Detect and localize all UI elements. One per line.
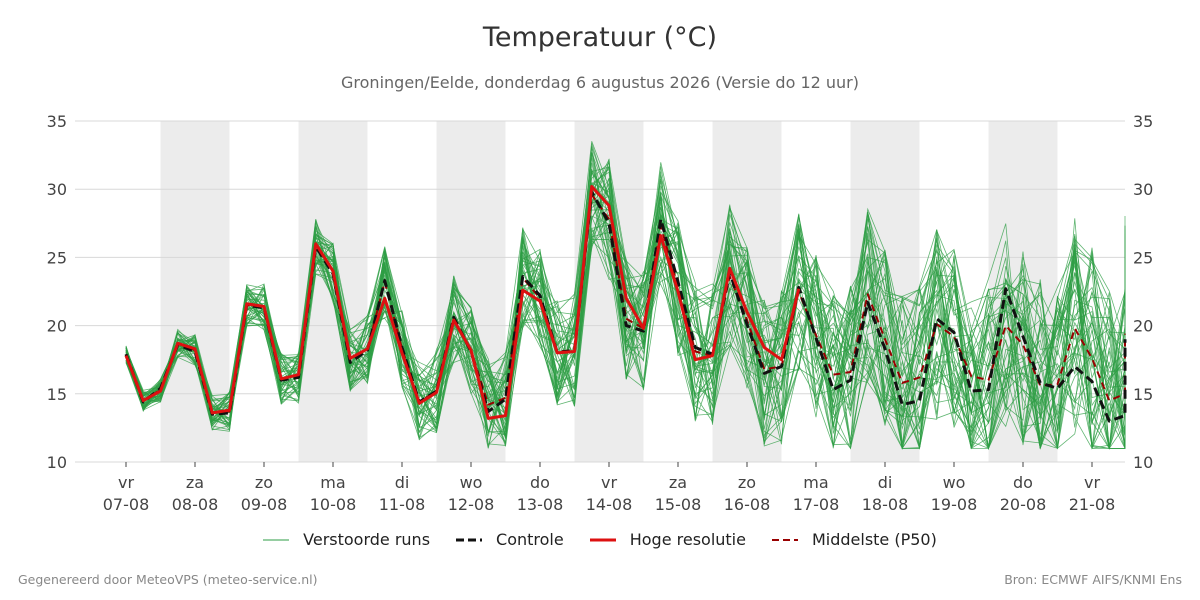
footer-source: Bron: ECMWF AIFS/KNMI Ens xyxy=(1004,572,1182,587)
y-tick-label-right: 25 xyxy=(1133,248,1153,267)
y-tick-label-right: 20 xyxy=(1133,317,1153,336)
x-tick-date: 19-08 xyxy=(931,495,978,514)
y-tick-label-left: 15 xyxy=(47,385,67,404)
x-tick-day: za xyxy=(186,473,204,492)
legend-item-hires[interactable]: Hoge resolutie xyxy=(589,530,746,549)
ensemble-member-line xyxy=(125,152,1126,450)
legend-label-hires: Hoge resolutie xyxy=(629,530,746,549)
ensemble-member-line xyxy=(125,201,1126,449)
x-tick-date: 20-08 xyxy=(1000,495,1047,514)
chart-subtitle: Groningen/Eelde, donderdag 6 augustus 20… xyxy=(341,73,859,92)
x-tick-date: 13-08 xyxy=(517,495,564,514)
ensemble-member-line xyxy=(125,182,1126,445)
x-tick-day: vr xyxy=(601,473,617,492)
x-tick-day: wo xyxy=(943,473,966,492)
legend: Verstoorde runs Controle Hoge resolutie … xyxy=(0,530,1200,549)
x-tick-date: 10-08 xyxy=(310,495,357,514)
x-tick-date: 09-08 xyxy=(241,495,288,514)
y-tick-label-left: 10 xyxy=(47,453,67,472)
x-tick-date: 18-08 xyxy=(862,495,909,514)
legend-swatch-hires xyxy=(589,538,616,541)
x-tick-day: vr xyxy=(118,473,134,492)
x-axis: vr 07-08 za 08-08 zo 09-08 ma 10-08 di 11-08 wo 12-… xyxy=(103,462,1116,514)
x-tick-date: 21-08 xyxy=(1069,495,1116,514)
legend-label-median: Middelste (P50) xyxy=(811,530,937,549)
x-tick-day: zo xyxy=(255,473,273,492)
x-tick-day: di xyxy=(395,473,410,492)
y-axis: 10 10 15 15 20 20 25 25 30 30 35 35 xyxy=(47,112,1154,472)
x-tick-day: wo xyxy=(460,473,483,492)
ensemble-member-line xyxy=(125,152,1126,436)
y-tick-label-right: 15 xyxy=(1133,385,1153,404)
control-line xyxy=(124,190,1127,423)
x-tick-date: 11-08 xyxy=(379,495,426,514)
legend-label-control: Controle xyxy=(496,530,564,549)
legend-item-median[interactable]: Middelste (P50) xyxy=(771,530,937,549)
footer-generator: Gegenereerd door MeteoVPS (meteo-service… xyxy=(18,572,318,587)
x-tick-date: 16-08 xyxy=(724,495,771,514)
ensemble-member-line xyxy=(125,223,1126,449)
x-tick-day: di xyxy=(878,473,893,492)
x-tick-date: 14-08 xyxy=(586,495,633,514)
x-tick-date: 17-08 xyxy=(793,495,840,514)
legend-item-control[interactable]: Controle xyxy=(456,530,564,549)
ensemble-member-line xyxy=(125,224,1126,450)
ensemble-member-line xyxy=(125,177,1126,449)
hires-line xyxy=(124,184,801,420)
ensemble-members xyxy=(125,141,1126,450)
legend-swatch-members xyxy=(263,539,290,540)
x-tick-date: 07-08 xyxy=(103,495,150,514)
weekday-bands xyxy=(160,121,1058,462)
x-tick-day: ma xyxy=(803,473,828,492)
ensemble-member-line xyxy=(125,171,1126,450)
ensemble-member-line xyxy=(125,212,1126,450)
y-tick-label-right: 30 xyxy=(1133,180,1153,199)
y-tick-label-right: 10 xyxy=(1133,453,1153,472)
legend-label-members: Verstoorde runs xyxy=(303,530,431,549)
y-tick-label-left: 25 xyxy=(47,248,67,267)
y-tick-label-right: 35 xyxy=(1133,112,1153,131)
chart-title: Temperatuur (°C) xyxy=(482,22,718,53)
x-tick-date: 15-08 xyxy=(655,495,702,514)
x-tick-day: zo xyxy=(738,473,756,492)
x-tick-date: 12-08 xyxy=(448,495,495,514)
ensemble-member-line xyxy=(125,190,1126,449)
x-tick-day: do xyxy=(1013,473,1033,492)
x-tick-day: do xyxy=(530,473,550,492)
y-tick-label-left: 20 xyxy=(47,317,67,336)
x-tick-day: vr xyxy=(1084,473,1100,492)
main-series xyxy=(124,184,1127,423)
day-band xyxy=(436,121,506,462)
legend-swatch-control xyxy=(456,538,483,541)
x-tick-day: za xyxy=(669,473,687,492)
ensemble-member-line xyxy=(125,198,1126,449)
y-tick-label-left: 35 xyxy=(47,112,67,131)
y-tick-label-left: 30 xyxy=(47,180,67,199)
legend-swatch-median xyxy=(771,538,798,541)
x-tick-date: 08-08 xyxy=(172,495,219,514)
x-tick-day: ma xyxy=(320,473,345,492)
legend-item-members[interactable]: Verstoorde runs xyxy=(263,530,430,549)
